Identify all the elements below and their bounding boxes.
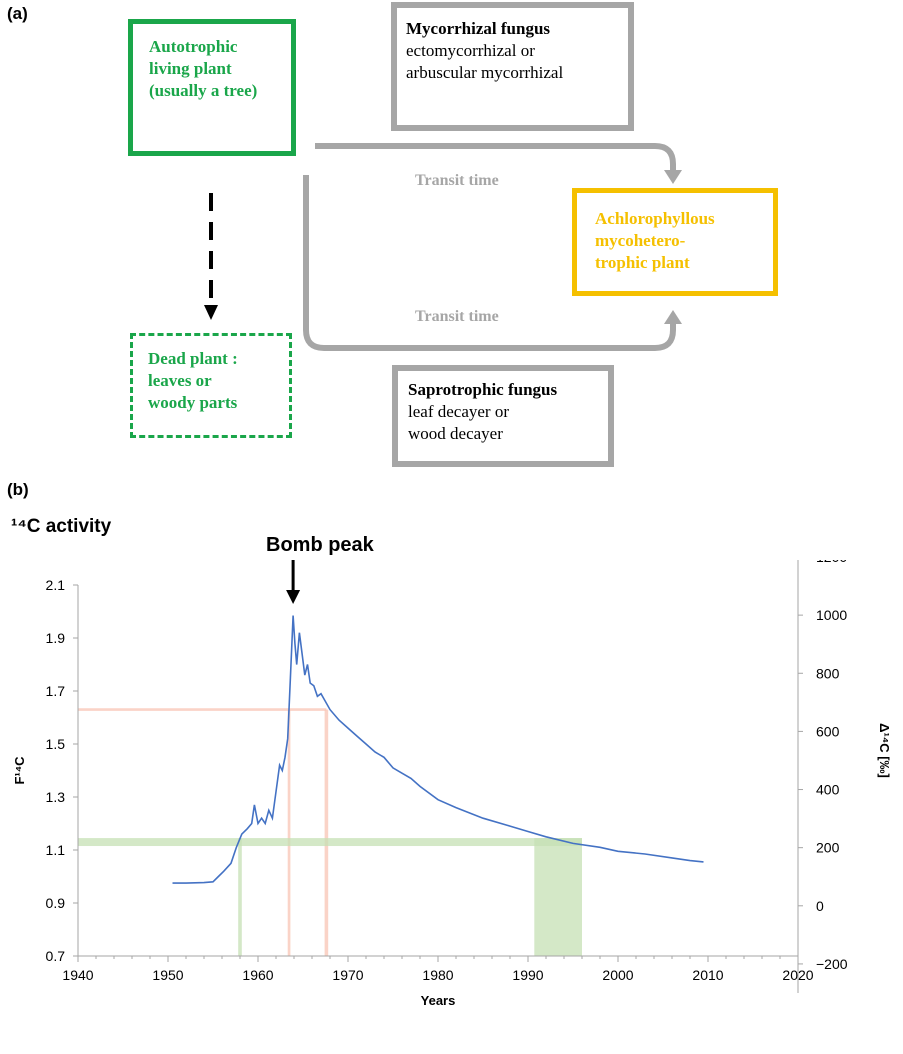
dead-plant-line-2: leaves or — [148, 371, 212, 390]
highlight-band-1 — [287, 709, 291, 956]
achlorophyllous-line-1: Achlorophyllous — [595, 209, 715, 228]
dead-plant-line-1: Dead plant : — [148, 349, 238, 368]
right-y-tick-label: 1200 — [816, 560, 847, 565]
right-y-axis-title: Δ¹⁴C [‰] — [877, 723, 892, 778]
saprotrophic-title: Saprotrophic fungus — [408, 380, 558, 399]
x-tick-label: 1970 — [332, 967, 363, 983]
right-y-tick-label: 400 — [816, 782, 840, 798]
dead-plant-box: Dead plant : leaves or woody parts — [130, 333, 292, 438]
x-tick-label: 1960 — [242, 967, 273, 983]
x-tick-label: 1980 — [422, 967, 453, 983]
y-tick-label: 1.3 — [46, 789, 66, 805]
activity-label: ¹⁴C activity — [11, 516, 112, 537]
bottom-arrowhead-icon — [664, 310, 682, 324]
y-tick-label: 1.5 — [46, 736, 66, 752]
highlight-band-4 — [238, 838, 242, 956]
y-tick-label: 1.7 — [46, 683, 66, 699]
transit-time-top: Transit time — [415, 172, 499, 189]
y-tick-label: 1.1 — [46, 842, 66, 858]
dashed-arrowhead-icon — [204, 305, 218, 320]
panel-b-label: (b) — [7, 480, 29, 499]
x-tick-label: 1950 — [152, 967, 183, 983]
y-tick-label: 2.1 — [46, 577, 66, 593]
right-y-tick-label: 1000 — [816, 607, 847, 623]
mycorrhizal-line-1: ectomycorrhizal or — [406, 41, 535, 60]
y-tick-label: 1.9 — [46, 630, 66, 646]
achlorophyllous-line-2: mycohetero- — [595, 231, 686, 250]
mycorrhizal-line-2: arbuscular mycorrhizal — [406, 63, 564, 82]
highlight-band-5 — [534, 838, 582, 956]
y-tick-label: 0.9 — [46, 895, 66, 911]
highlight-band-2 — [324, 709, 329, 956]
y-tick-label: 0.7 — [46, 948, 66, 964]
x-tick-label: 2010 — [692, 967, 723, 983]
highlight-band-0 — [78, 708, 327, 711]
autotrophic-line-2: living plant — [149, 59, 232, 78]
top-arrowhead-icon — [664, 170, 682, 184]
right-y-tick-label: 0 — [816, 898, 824, 914]
autotrophic-plant-box: Autotrophic living plant (usually a tree… — [128, 19, 296, 156]
x-axis-title: Years — [421, 993, 456, 1008]
top-connector-line — [315, 143, 676, 172]
highlight-band-3 — [78, 838, 582, 847]
axis-ticks: 1940 1950 1960 1970 1980 1990 2000 2010 20200.70… — [46, 560, 848, 983]
saprotrophic-line-2: wood decayer — [408, 424, 503, 443]
dead-plant-line-3: woody parts — [148, 393, 238, 412]
autotrophic-line-3: (usually a tree) — [149, 81, 258, 100]
transit-time-bottom: Transit time — [415, 308, 499, 325]
x-tick-label: 1990 — [512, 967, 543, 983]
right-y-tick-label: −200 — [816, 956, 848, 972]
saprotrophic-fungus-box: Saprotrophic fungus leaf decayer or wood… — [392, 365, 614, 467]
right-y-tick-label: 600 — [816, 723, 840, 739]
x-tick-label: 2020 — [782, 967, 813, 983]
right-y-tick-label: 200 — [816, 840, 840, 856]
autotrophic-line-1: Autotrophic — [149, 37, 238, 56]
bomb-peak-chart: 1940 1950 1960 1970 1980 1990 2000 2010 20200.70… — [12, 560, 892, 1008]
bomb-peak-arrow-icon — [286, 560, 301, 604]
f14c-series-line — [172, 615, 704, 884]
saprotrophic-line-1: leaf decayer or — [408, 402, 509, 421]
mycorrhizal-title: Mycorrhizal fungus — [406, 19, 551, 38]
achlorophyllous-line-3: trophic plant — [595, 253, 690, 272]
highlight-bands — [78, 708, 582, 956]
x-tick-label: 2000 — [602, 967, 633, 983]
mycorrhizal-fungus-box: Mycorrhizal fungus ectomycorrhizal or ar… — [391, 2, 634, 131]
bottom-connector-line — [303, 175, 676, 351]
y-axis-title: F¹⁴C — [12, 756, 27, 785]
panel-a-label: (a) — [7, 4, 28, 23]
x-tick-label: 1940 — [62, 967, 93, 983]
achlorophyllous-plant-box: Achlorophyllous mycohetero- trophic plan… — [572, 188, 778, 296]
panel-a-connectors — [204, 143, 682, 351]
right-y-tick-label: 800 — [816, 665, 840, 681]
bomb-peak-label: Bomb peak — [266, 534, 374, 556]
